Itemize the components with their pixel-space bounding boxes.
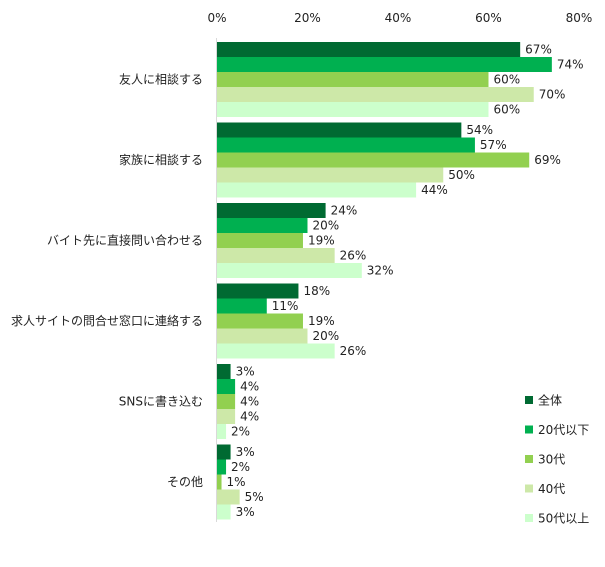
legend-label: 40代 [538,482,565,496]
category-label: SNSに書き込む [119,395,203,409]
data-label: 69% [534,153,561,167]
x-tick-label: 40% [385,11,412,25]
bar-2-4 [217,263,362,278]
data-label: 4% [240,395,259,409]
bar-0-3 [217,87,534,102]
data-label: 19% [308,234,335,248]
bar-4-1 [217,379,236,394]
bar-0-1 [217,57,552,72]
x-tick-label: 20% [294,11,321,25]
bar-5-1 [217,459,227,475]
legend-swatch [525,455,533,463]
bar-3-3 [217,328,308,344]
data-label: 3% [236,445,255,459]
bar-1-1 [217,137,475,153]
data-label: 60% [494,73,521,87]
data-label: 2% [231,460,250,474]
data-label: 54% [466,123,493,137]
category-label: 求人サイトの問合せ窓口に連絡する [11,313,203,328]
legend-label: 50代以上 [538,512,589,526]
x-tick-label: 0% [207,11,226,25]
bar-5-3 [217,489,240,505]
legend-swatch [525,396,533,404]
data-label: 19% [308,314,335,328]
bar-5-2 [217,474,222,490]
data-label: 60% [494,103,521,117]
bar-3-1 [217,298,267,314]
data-label: 44% [421,183,448,197]
bar-4-4 [217,424,227,439]
bar-4-0 [217,364,231,379]
data-label: 4% [240,410,259,424]
legend-swatch [525,514,533,522]
bar-0-0 [217,42,521,57]
category-label: 家族に相談する [119,152,203,167]
data-label: 1% [227,475,246,489]
bar-2-3 [217,248,335,263]
data-label: 67% [525,43,552,57]
data-label: 20% [313,329,340,343]
data-label: 18% [303,284,330,298]
data-label: 74% [557,58,584,72]
legend-swatch [525,425,533,434]
bar-2-1 [217,218,308,233]
data-label: 26% [340,344,367,358]
data-label: 3% [236,365,255,379]
data-label: 20% [313,219,340,233]
bar-0-2 [217,72,489,87]
legend-label: 30代 [538,453,565,467]
data-label: 11% [272,299,299,313]
data-label: 24% [331,204,358,218]
bar-3-0 [217,283,299,299]
legend-swatch [525,484,533,493]
bar-2-2 [217,233,303,248]
data-label: 50% [448,168,475,182]
data-label: 3% [236,505,255,519]
category-label: バイト先に直接問い合わせる [47,233,203,248]
bar-2-0 [217,203,326,218]
bar-1-2 [217,152,530,168]
category-label: その他 [167,475,203,489]
bar-1-3 [217,167,444,183]
category-label: 友人に相談する [119,72,203,87]
data-label: 26% [340,249,367,263]
data-label: 70% [539,88,566,102]
bar-0-4 [217,102,489,117]
legend-label: 全体 [538,393,562,408]
data-label: 32% [367,264,394,278]
bar-3-4 [217,343,335,359]
data-label: 2% [231,425,250,439]
data-label: 4% [240,380,259,394]
bar-4-2 [217,394,236,409]
legend-label: 20代以下 [538,423,589,437]
bar-1-4 [217,182,417,198]
bar-4-3 [217,409,236,424]
bar-1-0 [217,122,462,138]
bar-5-4 [217,504,231,520]
x-tick-label: 80% [566,11,593,25]
bar-5-0 [217,444,231,460]
data-label: 5% [245,490,264,504]
bar-3-2 [217,313,303,329]
data-label: 57% [480,138,507,152]
x-tick-label: 60% [475,11,502,25]
